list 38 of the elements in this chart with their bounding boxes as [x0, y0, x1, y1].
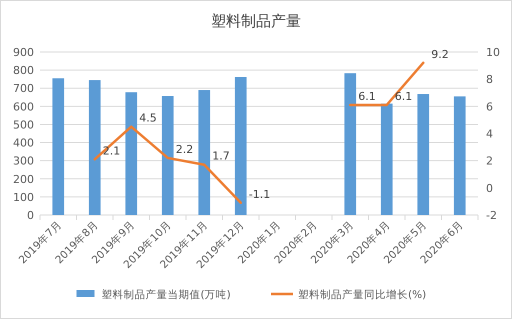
- y-tick-label: 400: [13, 136, 34, 150]
- bar: [417, 94, 430, 215]
- bar: [125, 92, 138, 215]
- y2-tick-label: 4: [486, 128, 493, 140]
- y-tick-label: 600: [13, 100, 34, 114]
- bar: [198, 90, 210, 215]
- data-label: 6.1: [394, 90, 412, 103]
- legend-label: 塑料制品产量同比增长(%): [298, 288, 426, 301]
- y-tick-label: 700: [13, 82, 34, 96]
- bar: [234, 76, 247, 215]
- y-tick-label: 500: [13, 118, 34, 132]
- chart-title: 塑料制品产量: [211, 12, 301, 30]
- data-label: 6.1: [358, 90, 376, 103]
- data-label: 2.2: [176, 142, 194, 156]
- data-label: 9.2: [431, 48, 449, 61]
- data-label: 1.7: [212, 150, 230, 163]
- y2-tick-label: 0: [486, 182, 493, 195]
- data-label: -1.1: [248, 188, 270, 201]
- bar: [454, 96, 466, 215]
- legend-label: 塑料制品产量当期值(万吨): [102, 288, 231, 301]
- y2-tick-label: 2: [486, 154, 493, 168]
- y-tick-label: 300: [13, 154, 34, 168]
- y-tick-label: 900: [13, 46, 34, 59]
- data-label: 2.1: [102, 144, 120, 158]
- bar: [162, 96, 174, 215]
- y2-tick-label: 8: [486, 73, 493, 86]
- data-label: 4.5: [139, 112, 157, 125]
- y2-tick-label: 10: [486, 46, 500, 59]
- bar: [52, 78, 64, 215]
- y2-tick-label: -2: [486, 209, 497, 222]
- y2-tick-label: 6: [486, 100, 493, 114]
- y-tick-label: 0: [27, 209, 34, 222]
- bar: [344, 73, 356, 215]
- y-tick-label: 200: [13, 172, 34, 186]
- bar: [88, 80, 101, 215]
- bar: [380, 104, 393, 215]
- y-tick-label: 100: [13, 190, 34, 204]
- y-tick-label: 800: [13, 64, 34, 78]
